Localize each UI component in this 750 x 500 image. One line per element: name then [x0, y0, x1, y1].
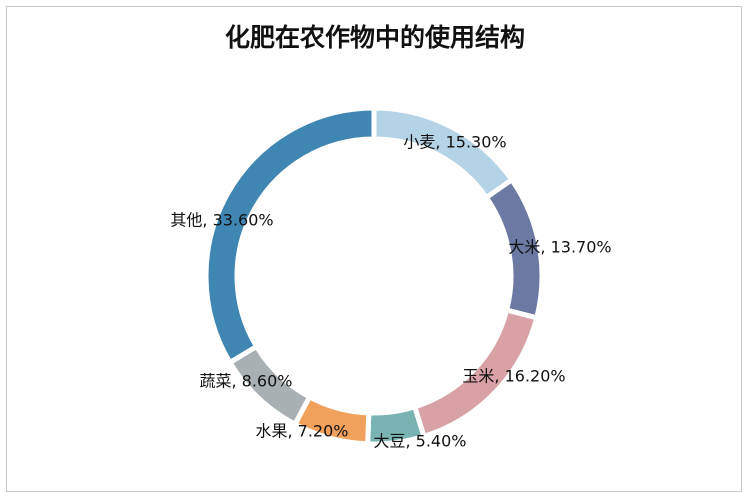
- slice-label-大豆: 大豆, 5.40%: [373, 432, 466, 451]
- slice-label-蔬菜: 蔬菜, 8.60%: [199, 372, 292, 391]
- slice-label-其他: 其他, 33.60%: [170, 211, 273, 230]
- slice-其他: [203, 105, 377, 366]
- slice-labels: 小麦, 15.30% 大米, 13.70% 玉米, 16.20% 大豆, 5.40% 水…: [170, 133, 611, 451]
- slice-小麦: [371, 105, 516, 202]
- slice-label-大米: 大米, 13.70%: [508, 238, 611, 257]
- chart-title: 化肥在农作物中的使用结构: [224, 23, 525, 52]
- slice-label-玉米: 玉米, 16.20%: [462, 367, 565, 386]
- slice-label-小麦: 小麦, 15.30%: [403, 133, 506, 152]
- slice-label-水果: 水果, 7.20%: [255, 422, 348, 441]
- donut-slices: [203, 105, 545, 447]
